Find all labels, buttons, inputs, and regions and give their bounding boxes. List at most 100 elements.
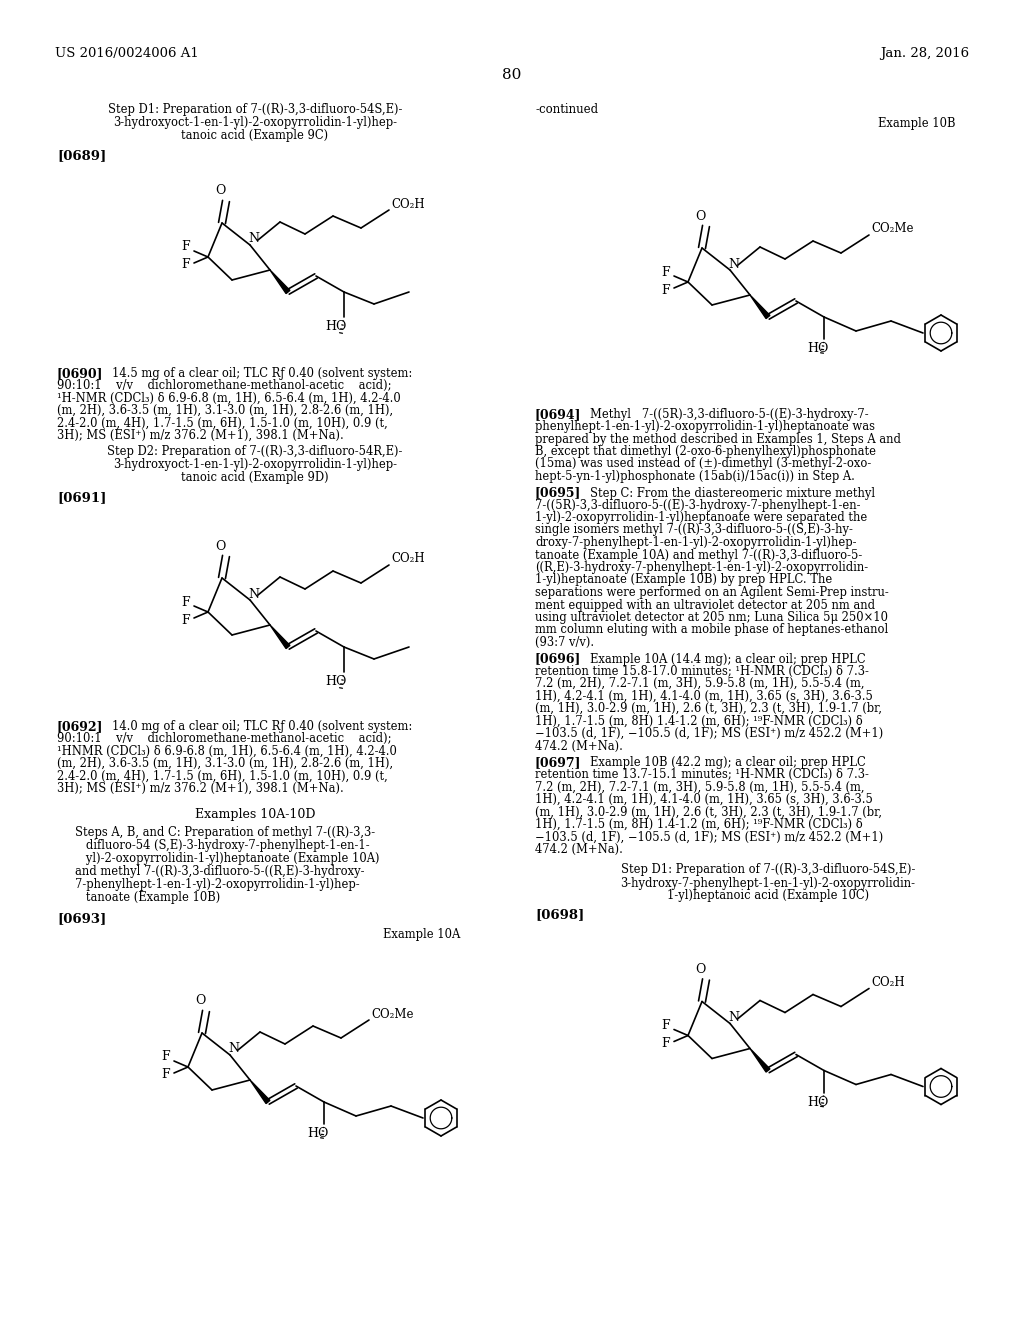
Text: (m, 2H), 3.6-3.5 (m, 1H), 3.1-3.0 (m, 1H), 2.8-2.6 (m, 1H),: (m, 2H), 3.6-3.5 (m, 1H), 3.1-3.0 (m, 1H… bbox=[57, 404, 393, 417]
Text: Steps A, B, and C: Preparation of methyl 7-((R)-3,3-: Steps A, B, and C: Preparation of methyl… bbox=[75, 826, 375, 840]
Text: HO: HO bbox=[807, 342, 828, 355]
Text: [0690]: [0690] bbox=[57, 367, 103, 380]
Text: 7.2 (m, 2H), 7.2-7.1 (m, 3H), 5.9-5.8 (m, 1H), 5.5-5.4 (m,: 7.2 (m, 2H), 7.2-7.1 (m, 3H), 5.9-5.8 (m… bbox=[535, 780, 864, 793]
Text: O: O bbox=[695, 964, 706, 975]
Text: F: F bbox=[662, 1038, 671, 1049]
Text: (15ma) was used instead of (±)-dimethyl (3-methyl-2-oxo-: (15ma) was used instead of (±)-dimethyl … bbox=[535, 458, 871, 470]
Text: [0693]: [0693] bbox=[57, 912, 106, 925]
Text: (93:7 v/v).: (93:7 v/v). bbox=[535, 636, 594, 649]
Polygon shape bbox=[270, 271, 290, 293]
Text: Example 10A (14.4 mg); a clear oil; prep HPLC: Example 10A (14.4 mg); a clear oil; prep… bbox=[590, 652, 865, 665]
Text: ¹HNMR (CDCl₃) δ 6.9-6.8 (m, 1H), 6.5-6.4 (m, 1H), 4.2-4.0: ¹HNMR (CDCl₃) δ 6.9-6.8 (m, 1H), 6.5-6.4… bbox=[57, 744, 397, 758]
Text: Step D1: Preparation of 7-((R)-3,3-difluoro-54S,E)-: Step D1: Preparation of 7-((R)-3,3-diflu… bbox=[621, 863, 915, 876]
Text: N: N bbox=[228, 1043, 240, 1056]
Text: Step D1: Preparation of 7-((R)-3,3-difluoro-54S,E)-: Step D1: Preparation of 7-((R)-3,3-diflu… bbox=[108, 103, 402, 116]
Text: 2.4-2.0 (m, 4H), 1.7-1.5 (m, 6H), 1.5-1.0 (m, 10H), 0.9 (t,: 2.4-2.0 (m, 4H), 1.7-1.5 (m, 6H), 1.5-1.… bbox=[57, 770, 388, 783]
Polygon shape bbox=[270, 624, 290, 648]
Text: [0697]: [0697] bbox=[535, 756, 582, 770]
Text: Step D2: Preparation of 7-((R)-3,3-difluoro-54R,E)-: Step D2: Preparation of 7-((R)-3,3-diflu… bbox=[108, 445, 402, 458]
Text: 90:10:1    v/v    dichloromethane-methanol-acetic    acid);: 90:10:1 v/v dichloromethane-methanol-ace… bbox=[57, 733, 391, 744]
Text: [0698]: [0698] bbox=[535, 908, 585, 921]
Text: O: O bbox=[215, 540, 225, 553]
Text: [0695]: [0695] bbox=[535, 487, 582, 499]
Text: F: F bbox=[181, 240, 190, 253]
Text: Example 10B: Example 10B bbox=[878, 117, 955, 129]
Text: (m, 2H), 3.6-3.5 (m, 1H), 3.1-3.0 (m, 1H), 2.8-2.6 (m, 1H),: (m, 2H), 3.6-3.5 (m, 1H), 3.1-3.0 (m, 1H… bbox=[57, 756, 393, 770]
Text: CO₂H: CO₂H bbox=[391, 198, 425, 210]
Text: ment equipped with an ultraviolet detector at 205 nm and: ment equipped with an ultraviolet detect… bbox=[535, 598, 876, 611]
Text: HO: HO bbox=[326, 675, 347, 688]
Text: difluoro-54 (S,E)-3-hydroxy-7-phenylhept-1-en-1-: difluoro-54 (S,E)-3-hydroxy-7-phenylhept… bbox=[75, 840, 370, 851]
Text: CO₂H: CO₂H bbox=[871, 975, 904, 989]
Text: [0691]: [0691] bbox=[57, 491, 106, 504]
Text: F: F bbox=[181, 595, 190, 609]
Text: 7-phenylhept-1-en-1-yl)-2-oxopyrrolidin-1-yl)hep-: 7-phenylhept-1-en-1-yl)-2-oxopyrrolidin-… bbox=[75, 878, 359, 891]
Text: tanoic acid (Example 9D): tanoic acid (Example 9D) bbox=[181, 471, 329, 484]
Text: F: F bbox=[662, 1019, 671, 1032]
Text: single isomers methyl 7-((R)-3,3-difluoro-5-((S,E)-3-hy-: single isomers methyl 7-((R)-3,3-difluor… bbox=[535, 524, 853, 536]
Text: ¹H-NMR (CDCl₃) δ 6.9-6.8 (m, 1H), 6.5-6.4 (m, 1H), 4.2-4.0: ¹H-NMR (CDCl₃) δ 6.9-6.8 (m, 1H), 6.5-6.… bbox=[57, 392, 400, 404]
Text: 3H); MS (ESI⁺) m/z 376.2 (M+1), 398.1 (M+Na).: 3H); MS (ESI⁺) m/z 376.2 (M+1), 398.1 (M… bbox=[57, 429, 344, 442]
Text: 1-yl)heptanoate (Example 10B) by prep HPLC. The: 1-yl)heptanoate (Example 10B) by prep HP… bbox=[535, 573, 833, 586]
Text: Example 10B (42.2 mg); a clear oil; prep HPLC: Example 10B (42.2 mg); a clear oil; prep… bbox=[590, 756, 865, 770]
Text: F: F bbox=[181, 259, 190, 272]
Text: CO₂H: CO₂H bbox=[391, 553, 425, 565]
Text: hept-5-yn-1-yl)phosphonate (15ab(i)/15ac(i)) in Step A.: hept-5-yn-1-yl)phosphonate (15ab(i)/15ac… bbox=[535, 470, 855, 483]
Text: prepared by the method described in Examples 1, Steps A and: prepared by the method described in Exam… bbox=[535, 433, 901, 446]
Text: HO: HO bbox=[807, 1096, 828, 1109]
Text: 90:10:1    v/v    dichloromethane-methanol-acetic    acid);: 90:10:1 v/v dichloromethane-methanol-ace… bbox=[57, 379, 391, 392]
Text: O: O bbox=[215, 185, 225, 198]
Text: Methyl   7-((5R)-3,3-difluoro-5-((E)-3-hydroxy-7-: Methyl 7-((5R)-3,3-difluoro-5-((E)-3-hyd… bbox=[590, 408, 868, 421]
Text: 1-yl)heptanoic acid (Example 10C): 1-yl)heptanoic acid (Example 10C) bbox=[667, 890, 869, 903]
Text: -continued: -continued bbox=[535, 103, 598, 116]
Text: −103.5 (d, 1F), −105.5 (d, 1F); MS (ESI⁺) m/z 452.2 (M+1): −103.5 (d, 1F), −105.5 (d, 1F); MS (ESI⁺… bbox=[535, 830, 884, 843]
Text: (m, 1H), 3.0-2.9 (m, 1H), 2.6 (t, 3H), 2.3 (t, 3H), 1.9-1.7 (br,: (m, 1H), 3.0-2.9 (m, 1H), 2.6 (t, 3H), 2… bbox=[535, 702, 882, 715]
Text: mm column eluting with a mobile phase of heptanes-ethanol: mm column eluting with a mobile phase of… bbox=[535, 623, 888, 636]
Text: tanoic acid (Example 9C): tanoic acid (Example 9C) bbox=[181, 129, 329, 143]
Text: [0696]: [0696] bbox=[535, 652, 582, 665]
Text: 3H); MS (ESI⁺) m/z 376.2 (M+1), 398.1 (M+Na).: 3H); MS (ESI⁺) m/z 376.2 (M+1), 398.1 (M… bbox=[57, 781, 344, 795]
Text: yl)-2-oxopyrrolidin-1-yl)heptanoate (Example 10A): yl)-2-oxopyrrolidin-1-yl)heptanoate (Exa… bbox=[75, 851, 380, 865]
Text: 1H), 1.7-1.5 (m, 8H) 1.4-1.2 (m, 6H); ¹⁹F-NMR (CDCl₃) δ: 1H), 1.7-1.5 (m, 8H) 1.4-1.2 (m, 6H); ¹⁹… bbox=[535, 714, 863, 727]
Text: tanoate (Example 10B): tanoate (Example 10B) bbox=[75, 891, 220, 904]
Text: CO₂Me: CO₂Me bbox=[371, 1007, 414, 1020]
Text: 2.4-2.0 (m, 4H), 1.7-1.5 (m, 6H), 1.5-1.0 (m, 10H), 0.9 (t,: 2.4-2.0 (m, 4H), 1.7-1.5 (m, 6H), 1.5-1.… bbox=[57, 417, 388, 429]
Text: 1-yl)-2-oxopyrrolidin-1-yl)heptanoate were separated the: 1-yl)-2-oxopyrrolidin-1-yl)heptanoate we… bbox=[535, 511, 867, 524]
Text: O: O bbox=[195, 994, 205, 1007]
Text: using ultraviolet detector at 205 nm; Luna Silica 5μ 250×10: using ultraviolet detector at 205 nm; Lu… bbox=[535, 611, 888, 624]
Text: F: F bbox=[162, 1051, 170, 1064]
Text: retention time 13.7-15.1 minutes; ¹H-NMR (CDCl₃) δ 7.3-: retention time 13.7-15.1 minutes; ¹H-NMR… bbox=[535, 768, 869, 781]
Text: −103.5 (d, 1F), −105.5 (d, 1F); MS (ESI⁺) m/z 452.2 (M+1): −103.5 (d, 1F), −105.5 (d, 1F); MS (ESI⁺… bbox=[535, 727, 884, 741]
Text: [0692]: [0692] bbox=[57, 719, 103, 733]
Text: [0689]: [0689] bbox=[57, 149, 106, 162]
Text: N: N bbox=[728, 1011, 739, 1024]
Text: separations were performed on an Agilent Semi-Prep instru-: separations were performed on an Agilent… bbox=[535, 586, 889, 599]
Text: 474.2 (M+Na).: 474.2 (M+Na). bbox=[535, 739, 623, 752]
Polygon shape bbox=[250, 1080, 270, 1104]
Text: ((R,E)-3-hydroxy-7-phenylhept-1-en-1-yl)-2-oxopyrrolidin-: ((R,E)-3-hydroxy-7-phenylhept-1-en-1-yl)… bbox=[535, 561, 868, 574]
Text: tanoate (Example 10A) and methyl 7-((R)-3,3-difluoro-5-: tanoate (Example 10A) and methyl 7-((R)-… bbox=[535, 549, 862, 561]
Text: F: F bbox=[662, 265, 671, 279]
Text: HO: HO bbox=[307, 1127, 329, 1140]
Text: 7-((5R)-3,3-difluoro-5-((E)-3-hydroxy-7-phenylhept-1-en-: 7-((5R)-3,3-difluoro-5-((E)-3-hydroxy-7-… bbox=[535, 499, 860, 511]
Text: F: F bbox=[162, 1068, 170, 1081]
Text: 1H), 4.2-4.1 (m, 1H), 4.1-4.0 (m, 1H), 3.65 (s, 3H), 3.6-3.5: 1H), 4.2-4.1 (m, 1H), 4.1-4.0 (m, 1H), 3… bbox=[535, 689, 872, 702]
Text: HO: HO bbox=[326, 319, 347, 333]
Text: 80: 80 bbox=[503, 69, 521, 82]
Text: N: N bbox=[249, 232, 259, 246]
Text: 14.5 mg of a clear oil; TLC Rƒ 0.40 (solvent system:: 14.5 mg of a clear oil; TLC Rƒ 0.40 (sol… bbox=[112, 367, 413, 380]
Text: 1H), 4.2-4.1 (m, 1H), 4.1-4.0 (m, 1H), 3.65 (s, 3H), 3.6-3.5: 1H), 4.2-4.1 (m, 1H), 4.1-4.0 (m, 1H), 3… bbox=[535, 793, 872, 807]
Text: CO₂Me: CO₂Me bbox=[871, 223, 913, 235]
Text: [0694]: [0694] bbox=[535, 408, 582, 421]
Text: F: F bbox=[181, 614, 190, 627]
Text: O: O bbox=[695, 210, 706, 223]
Text: 7.2 (m, 2H), 7.2-7.1 (m, 3H), 5.9-5.8 (m, 1H), 5.5-5.4 (m,: 7.2 (m, 2H), 7.2-7.1 (m, 3H), 5.9-5.8 (m… bbox=[535, 677, 864, 690]
Text: phenylhept-1-en-1-yl)-2-oxopyrrolidin-1-yl)heptanoate was: phenylhept-1-en-1-yl)-2-oxopyrrolidin-1-… bbox=[535, 420, 874, 433]
Text: 474.2 (M+Na).: 474.2 (M+Na). bbox=[535, 843, 623, 855]
Text: droxy-7-phenylhept-1-en-1-yl)-2-oxopyrrolidin-1-yl)hep-: droxy-7-phenylhept-1-en-1-yl)-2-oxopyrro… bbox=[535, 536, 856, 549]
Text: (m, 1H), 3.0-2.9 (m, 1H), 2.6 (t, 3H), 2.3 (t, 3H), 1.9-1.7 (br,: (m, 1H), 3.0-2.9 (m, 1H), 2.6 (t, 3H), 2… bbox=[535, 805, 882, 818]
Text: 3-hydroxyoct-1-en-1-yl)-2-oxopyrrolidin-1-yl)hep-: 3-hydroxyoct-1-en-1-yl)-2-oxopyrrolidin-… bbox=[113, 116, 397, 129]
Text: 3-hydroxy-7-phenylhept-1-en-1-yl)-2-oxopyrrolidin-: 3-hydroxy-7-phenylhept-1-en-1-yl)-2-oxop… bbox=[621, 876, 915, 890]
Text: 3-hydroxyoct-1-en-1-yl)-2-oxopyrrolidin-1-yl)hep-: 3-hydroxyoct-1-en-1-yl)-2-oxopyrrolidin-… bbox=[113, 458, 397, 471]
Text: F: F bbox=[662, 284, 671, 297]
